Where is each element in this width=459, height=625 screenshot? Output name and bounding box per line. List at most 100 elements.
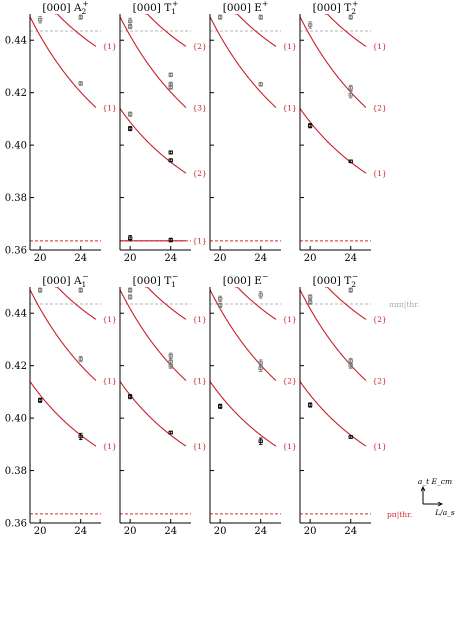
panel-title-sup: − [262,272,268,281]
y-tick-label: 0.36 [5,246,27,257]
data-point [78,15,83,19]
data-point [168,353,173,358]
panel-6: [000] T1− {1} {1} {1} 20 24 [119,272,207,537]
data-point [258,361,263,365]
level-curve [300,381,367,447]
multiplicity-label: {1} [373,169,387,178]
panel-4: [000] T2+ {1} {2} {1} 20 24 [299,0,387,264]
data-point [78,288,83,292]
multiplicity-label: {1} [283,315,297,324]
data-point [258,82,263,87]
multiplicity-label: {2} [373,315,387,324]
x-tick-label: 20 [214,253,227,264]
x-tick-label: 24 [254,526,267,537]
panel-title-sup: − [352,272,358,281]
panel-title-sup: + [262,0,268,8]
panel-title: [000] E− [223,272,269,287]
y-tick-label: 0.44 [5,36,27,47]
multiplicity-label: {1} [103,315,117,324]
data-point [348,288,353,292]
panel-title-sup: − [172,272,178,281]
data-point [127,19,133,24]
panel-title-main: [000] A [42,2,82,14]
y-tick-label: 0.42 [5,88,27,99]
y-tick-label: 0.36 [5,519,27,530]
panel-title: [000] E+ [223,0,269,14]
panel-title-sub: 1 [171,7,176,16]
data-point [348,435,353,439]
axis-key-y-arrowhead [420,485,426,492]
data-point [348,159,353,164]
data-point [217,15,223,19]
multiplicity-label: {1} [283,442,297,451]
x-tick-label: 24 [254,253,267,264]
multiplicity-label: {1} [373,42,387,51]
data-point [168,238,173,242]
data-point [348,15,353,19]
x-tick-label: 24 [344,526,357,537]
level-curve [234,287,277,320]
panel-title-main: [000] T [313,2,352,14]
data-point [168,158,173,163]
data-point [307,300,313,304]
y-tick-label: 0.38 [5,193,27,204]
panel-title-sup: + [352,0,358,8]
y-tick-label: 0.42 [5,361,27,372]
y-tick-label: 0.44 [5,309,27,320]
multiplicity-label: {2} [373,104,387,113]
x-tick-label: 24 [74,253,87,264]
multiplicity-label: {1} [103,377,117,386]
level-curve [120,289,187,381]
level-curve [54,14,97,47]
threshold-label-red: pπ|thr. [387,510,412,519]
level-curve [144,287,187,320]
data-point [258,366,263,371]
panel-title-main: [000] E [223,2,262,14]
data-point [127,112,133,116]
panel-title-main: [000] T [313,275,352,287]
data-point [168,73,173,77]
multiplicity-label: {2} [193,42,207,51]
level-curve [120,381,187,447]
data-point [307,123,313,128]
data-point [78,357,83,361]
data-point [307,403,313,407]
data-point [168,85,173,89]
data-point [307,23,313,27]
data-point [258,15,263,19]
data-point [127,126,133,131]
multiplicity-label: {3} [193,104,207,113]
level-curve [234,14,277,47]
panel-title: [000] T1+ [133,0,179,16]
data-point [217,303,223,308]
level-curve [120,16,187,108]
x-tick-label: 20 [124,526,137,537]
panel-title-sub: 2 [82,7,87,16]
panel-title-main: [000] A [42,275,82,287]
multiplicity-label: {2} [283,377,297,386]
level-curve [324,14,367,47]
multiplicity-label: {2} [373,377,387,386]
data-point [217,404,223,409]
y-tick-label: 0.40 [5,141,27,152]
multiplicity-label: {1} [373,442,387,451]
level-curve [30,16,97,108]
panel-title-sub: 1 [82,280,87,289]
data-point [127,24,133,29]
data-point [168,150,173,155]
x-tick-label: 20 [124,253,137,264]
axis-key-x-arrowhead [437,501,444,507]
data-point [258,439,263,443]
axis-key-x-label: L/a_s [434,508,455,517]
panel-title-sub: 2 [351,7,356,16]
level-curve [210,16,277,108]
data-point [258,293,263,297]
multiplicity-label: {1} [193,442,207,451]
axis-key-y-label: a_t E_cm [418,477,452,486]
panel-1: [000] A2+ {1} {1} 0.36 0.38 0.40 0.42 0.44 20 24 [5,0,117,264]
data-point [78,434,83,439]
level-curve [324,287,367,320]
x-tick-label: 20 [34,526,47,537]
data-point [168,430,173,435]
